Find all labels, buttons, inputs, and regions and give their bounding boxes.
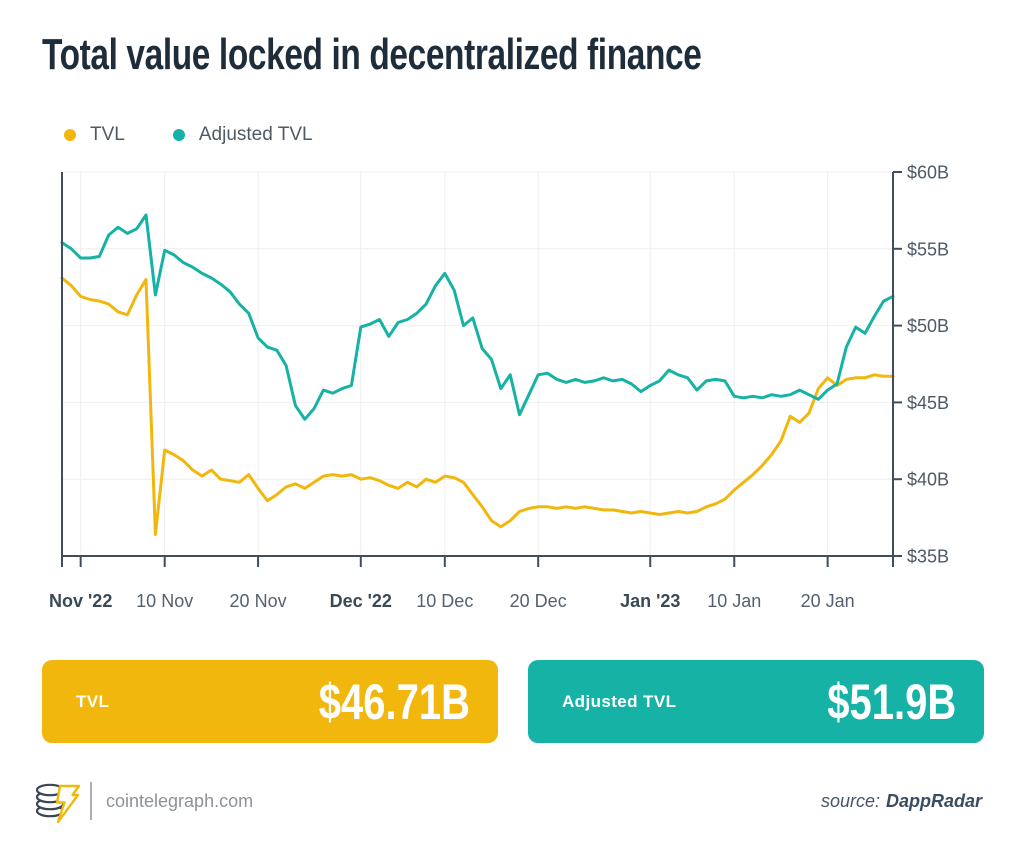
tvl-line-chart: Nov '22 10 Nov 20 Nov Dec '22 10 Dec 20 Dec Ja… [0, 158, 1024, 628]
svg-text:$50B: $50B [907, 316, 949, 336]
svg-text:$60B: $60B [907, 163, 949, 183]
x-axis-labels: Nov '22 10 Nov 20 Nov Dec '22 10 Dec 20 Dec Ja… [49, 591, 855, 611]
chart-canvas: Nov '22 10 Nov 20 Nov Dec '22 10 Dec 20 Dec Ja… [49, 163, 949, 612]
legend-item-tvl: TVL [64, 124, 125, 146]
tick-marks [61, 171, 902, 567]
chart-legend: TVL Adjusted TVL [64, 124, 313, 146]
tvl-card-label: TVL [76, 691, 110, 711]
footer-site-text: cointelegraph.com [106, 791, 254, 811]
source-name: DappRadar [885, 791, 982, 811]
page-title: Total value locked in decentralized fina… [42, 30, 702, 79]
footer-divider [90, 782, 92, 820]
tvl-card-value: $46.71B [318, 673, 470, 730]
y-axis-labels: $35B $40B $45B $50B $55B $60B [907, 163, 949, 567]
tvl-stat-card: TVL $46.71B [42, 660, 498, 743]
footer-source: source: DappRadar [821, 791, 982, 812]
adjusted-tvl-card-label: Adjusted TVL [562, 691, 677, 711]
axis-spines [61, 172, 894, 557]
svg-text:Nov '22: Nov '22 [49, 591, 112, 611]
svg-text:$55B: $55B [907, 239, 949, 259]
adjusted-tvl-stat-card: Adjusted TVL $51.9B [528, 660, 984, 743]
legend-item-adjusted-tvl: Adjusted TVL [172, 124, 313, 146]
svg-text:10 Dec: 10 Dec [416, 591, 473, 611]
svg-text:$35B: $35B [907, 547, 949, 567]
adjusted-tvl-legend-dot-icon [172, 129, 185, 141]
svg-text:20 Jan: 20 Jan [801, 591, 855, 611]
tvl-line [60, 276, 895, 536]
svg-text:$40B: $40B [907, 470, 949, 490]
svg-text:10 Nov: 10 Nov [136, 591, 193, 611]
stat-cards: TVL $46.71B Adjusted TVL $51.9B [42, 660, 984, 743]
tvl-legend-dot-icon [64, 129, 76, 141]
svg-text:20 Dec: 20 Dec [510, 591, 567, 611]
adjusted-tvl-line [60, 213, 895, 421]
legend-label-tvl: TVL [90, 124, 125, 145]
svg-text:10 Jan: 10 Jan [707, 591, 761, 611]
legend-label-adjusted-tvl: Adjusted TVL [198, 124, 313, 145]
svg-text:Dec '22: Dec '22 [330, 591, 392, 611]
source-prefix: source: [820, 791, 880, 811]
cointelegraph-logo-icon [35, 783, 81, 824]
svg-text:20 Nov: 20 Nov [230, 591, 287, 611]
adjusted-tvl-card-value: $51.9B [827, 673, 956, 730]
svg-text:Jan '23: Jan '23 [620, 591, 680, 611]
svg-text:$45B: $45B [907, 393, 949, 413]
